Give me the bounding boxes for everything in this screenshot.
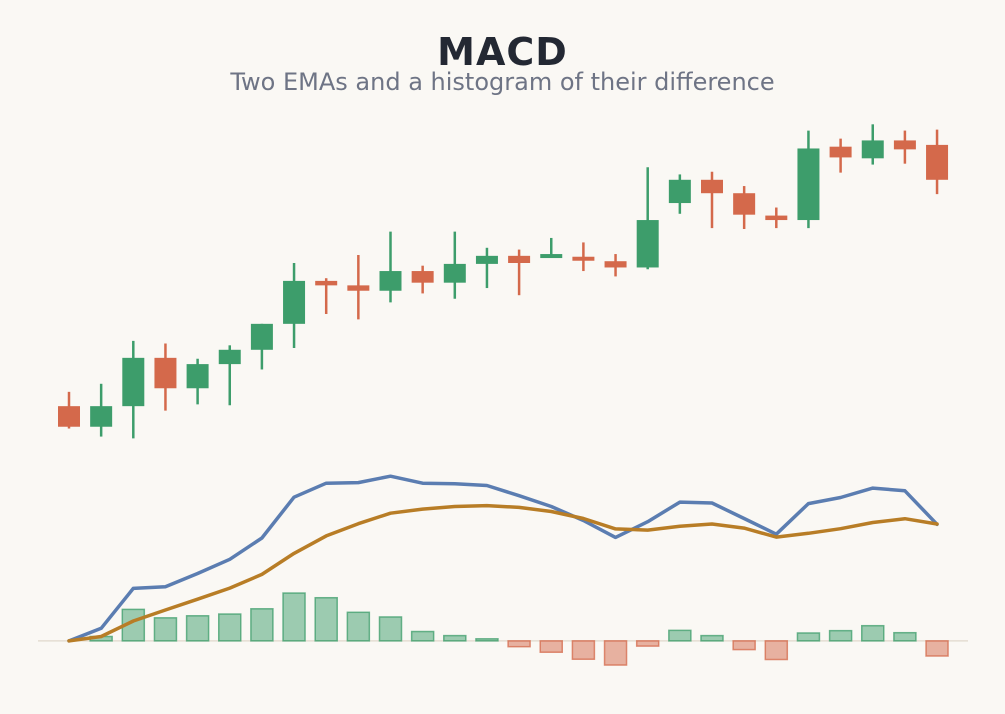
candle-body [701, 179, 723, 194]
candle [122, 340, 145, 439]
candle [797, 130, 820, 229]
candle [733, 186, 756, 229]
candle [701, 171, 723, 229]
macd-line [67, 474, 939, 643]
candle [347, 254, 370, 320]
candle [508, 249, 531, 296]
candle [250, 323, 273, 370]
candle-body [540, 254, 563, 259]
candle-body [315, 280, 338, 286]
candle-body [379, 271, 402, 291]
candle [186, 358, 209, 405]
candle [604, 254, 627, 277]
candle-body [926, 144, 949, 180]
candle-body [186, 364, 209, 389]
histogram-bar [764, 640, 789, 661]
histogram-bar [507, 640, 531, 648]
candle-body [668, 179, 691, 204]
candle [668, 174, 691, 214]
histogram-bar [925, 640, 949, 657]
candle [58, 391, 80, 429]
histogram-bar [603, 640, 628, 666]
candle-body [636, 220, 659, 268]
histogram-bar [185, 615, 210, 642]
histogram-bar [282, 592, 306, 642]
chart-subtitle: Two EMAs and a histogram of their differ… [230, 68, 775, 96]
histogram-bar [378, 616, 403, 642]
candle [861, 124, 884, 165]
candle [90, 383, 113, 437]
candle-body [604, 261, 627, 268]
candle [283, 263, 306, 348]
candle [154, 343, 177, 411]
histogram-bar [732, 640, 756, 651]
candle-body [283, 280, 306, 324]
candle [475, 247, 498, 289]
histogram-bar [443, 634, 467, 642]
candle-body [443, 263, 466, 283]
candle-body [572, 256, 595, 261]
candle [572, 242, 595, 272]
histogram-bar [668, 629, 692, 642]
candle-body [508, 255, 531, 263]
candle-body [861, 140, 884, 159]
candle-body [250, 323, 273, 350]
histogram-panel [89, 592, 949, 666]
chart-title: MACD [437, 30, 568, 74]
candle-body [411, 271, 434, 283]
signal-line [67, 503, 939, 643]
histogram-bar [861, 624, 885, 642]
candle [636, 167, 659, 270]
candle [218, 345, 241, 406]
candle [540, 237, 563, 259]
histogram-bar [153, 617, 178, 642]
indicator-lines-panel [67, 474, 939, 643]
histogram-bar [828, 629, 853, 642]
histogram-bar [893, 631, 917, 642]
histogram-bar [539, 640, 563, 653]
candle [443, 231, 466, 299]
candle-body [829, 146, 852, 158]
histogram-bar [700, 634, 724, 642]
candle-body [122, 357, 145, 407]
candle-body [797, 148, 820, 221]
price-panel [58, 124, 949, 439]
histogram-bar [796, 632, 821, 642]
histogram-bar [571, 640, 596, 660]
candle [893, 130, 916, 164]
candle-body [475, 255, 498, 264]
histogram-bar [346, 611, 371, 642]
candle-body [90, 406, 113, 427]
candle-body [765, 215, 788, 221]
histogram-bar [250, 608, 274, 642]
candle [765, 207, 788, 229]
candle-body [218, 349, 241, 365]
candle-body [154, 357, 177, 389]
candle [926, 129, 949, 195]
histogram-bar [635, 640, 660, 647]
histogram-bar [475, 638, 499, 642]
candle [379, 231, 402, 303]
histogram-bar [410, 630, 435, 642]
candle-body [733, 193, 756, 215]
histogram-bar [218, 613, 242, 642]
candle-body [58, 406, 80, 427]
candle-body [347, 285, 370, 291]
histogram-bar [314, 596, 338, 642]
candle-body [893, 140, 916, 150]
candle [829, 138, 852, 173]
candle [411, 265, 434, 294]
candle [315, 278, 338, 314]
